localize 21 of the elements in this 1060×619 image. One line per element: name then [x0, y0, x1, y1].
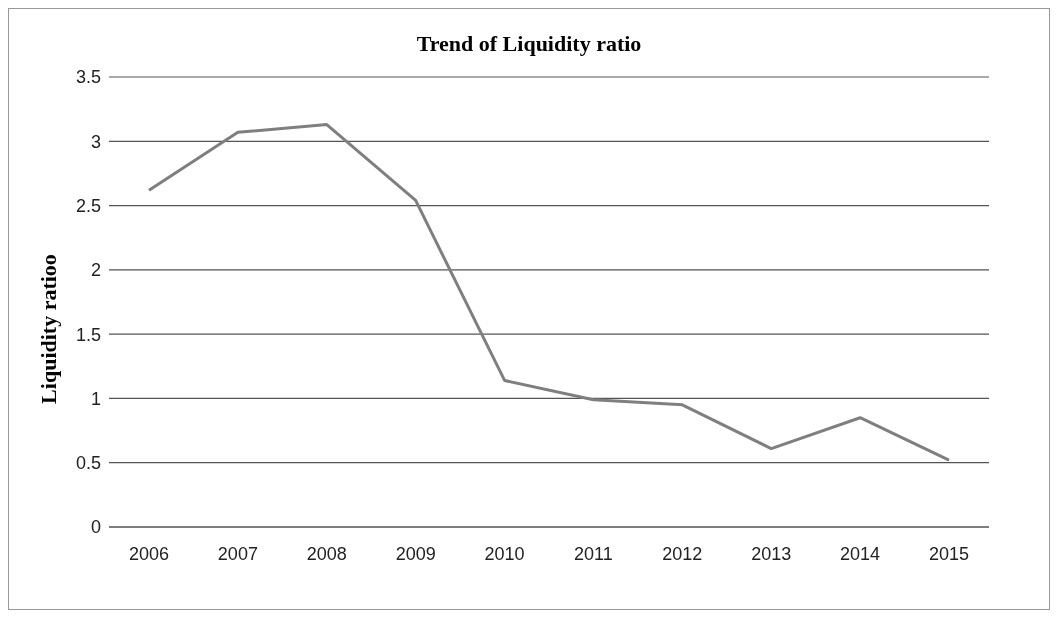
- chart-title: Trend of Liquidity ratio: [415, 30, 643, 57]
- x-tick-label: 2015: [928, 543, 970, 564]
- y-tick-label: 1.5: [75, 324, 101, 345]
- x-tick-label: 2009: [395, 543, 436, 564]
- x-tick-label: 2008: [306, 543, 347, 564]
- y-tick-label: 3: [90, 131, 101, 152]
- x-tick-label: 2014: [840, 543, 881, 564]
- x-tick-label: 2013: [751, 543, 792, 564]
- y-tick-label: 0.5: [75, 453, 101, 474]
- x-tick-label: 2010: [484, 543, 525, 564]
- y-tick-label: 1: [90, 388, 101, 409]
- y-tick-label: 3.5: [75, 67, 101, 88]
- y-tick-label: 2: [90, 260, 101, 281]
- x-tick-label: 2007: [217, 543, 258, 564]
- line-series: [147, 123, 951, 462]
- x-tick-label: 2011: [574, 543, 613, 564]
- y-axis-title: Liquidity ratioo: [36, 254, 62, 404]
- x-tick-label: 2012: [662, 543, 703, 564]
- y-tick-label: 0: [90, 517, 101, 538]
- y-tick-label: 2.5: [75, 195, 101, 216]
- x-tick-label: 2006: [128, 543, 170, 564]
